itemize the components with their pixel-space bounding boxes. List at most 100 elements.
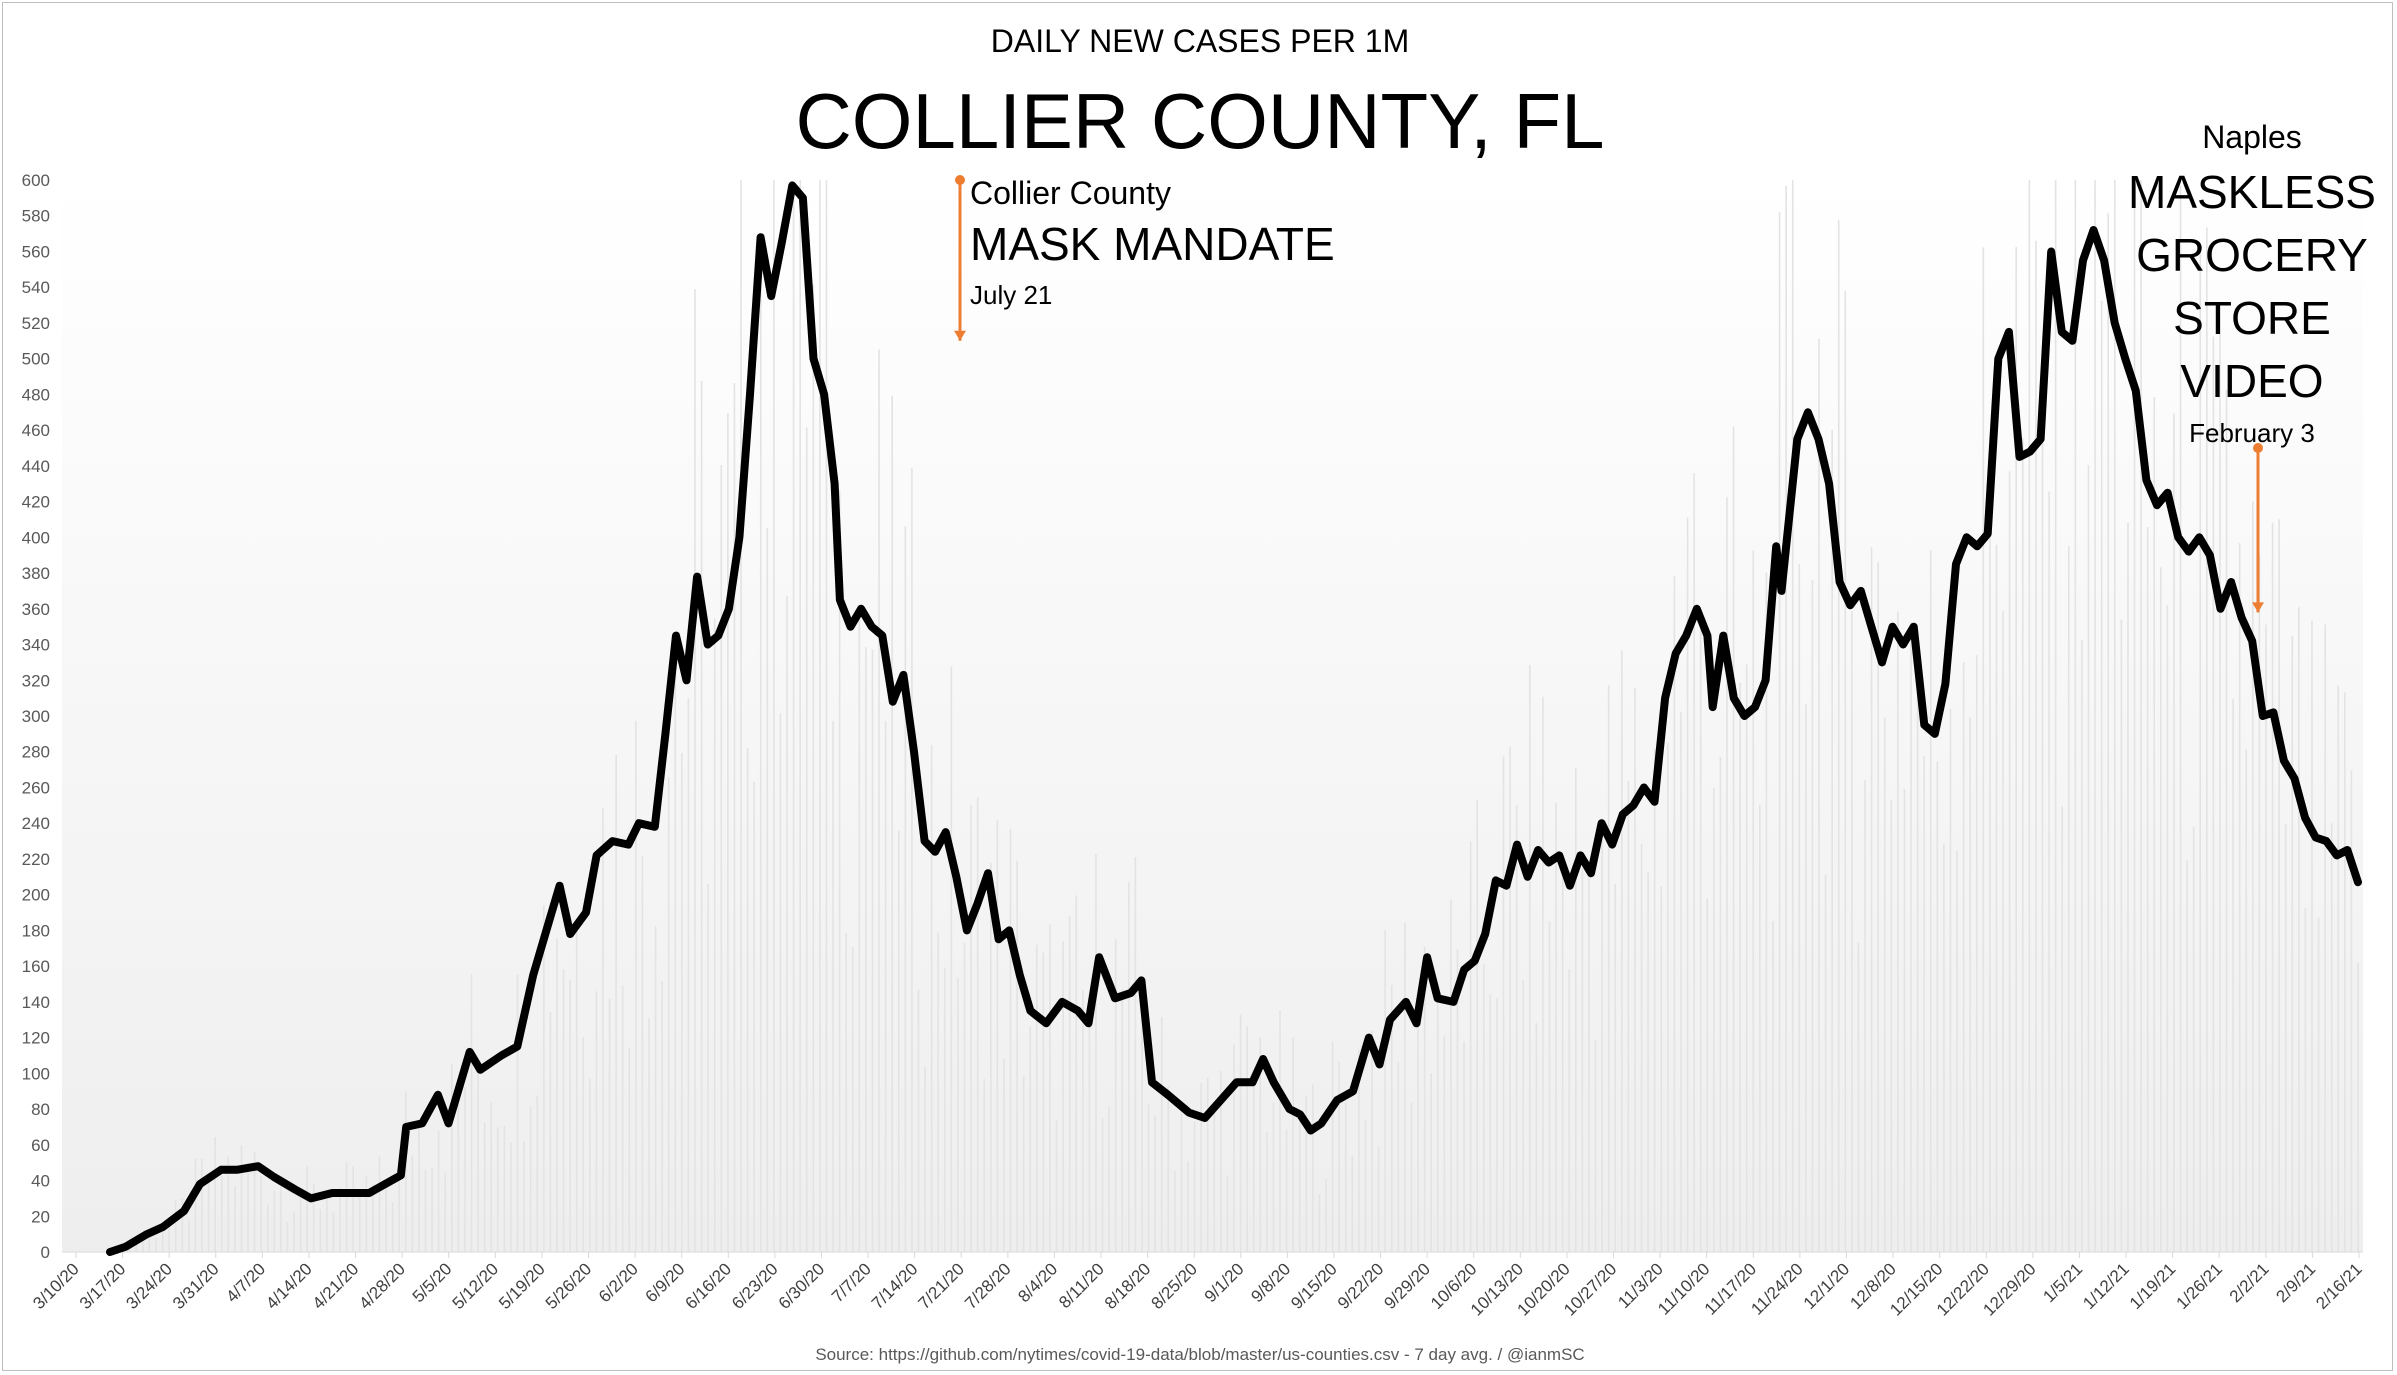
daily-bar bbox=[1108, 1106, 1110, 1252]
daily-bar bbox=[2238, 543, 2241, 1252]
daily-bar bbox=[1022, 1076, 1025, 1252]
chart-title: COLLIER COUNTY, FL bbox=[795, 77, 1604, 165]
daily-bar bbox=[148, 1230, 151, 1252]
daily-bar bbox=[1732, 426, 1735, 1253]
daily-bar bbox=[1338, 1061, 1340, 1252]
daily-bar bbox=[549, 1012, 552, 1252]
daily-bar bbox=[1285, 1129, 1288, 1252]
daily-bar bbox=[227, 1156, 230, 1252]
daily-bar bbox=[812, 284, 815, 1253]
daily-bar bbox=[707, 883, 709, 1252]
daily-bar bbox=[1949, 708, 1952, 1252]
daily-bar bbox=[1331, 1041, 1334, 1252]
daily-bar bbox=[273, 1191, 276, 1252]
daily-bar bbox=[976, 797, 979, 1252]
daily-bar bbox=[963, 942, 966, 1252]
daily-bar bbox=[201, 1158, 203, 1252]
daily-bar bbox=[950, 666, 953, 1252]
daily-bar bbox=[431, 1167, 433, 1252]
daily-bar bbox=[1160, 1017, 1163, 1252]
daily-bar bbox=[805, 427, 808, 1252]
daily-bar bbox=[365, 1175, 368, 1252]
daily-bar bbox=[1423, 946, 1426, 1252]
daily-bar bbox=[667, 777, 670, 1252]
y-tick-label: 460 bbox=[22, 421, 50, 440]
daily-bar bbox=[1174, 1171, 1176, 1252]
x-axis: 3/10/203/17/203/24/203/31/20 4/7/204/14/2… bbox=[29, 1252, 2366, 1320]
x-tick-label: 9/29/20 bbox=[1380, 1259, 1434, 1313]
daily-bar bbox=[825, 180, 828, 1252]
annotation-text: GROCERY bbox=[2136, 229, 2368, 281]
y-tick-label: 200 bbox=[22, 886, 50, 905]
daily-bar bbox=[2120, 619, 2123, 1252]
daily-bar bbox=[464, 1087, 466, 1252]
daily-bar bbox=[1436, 992, 1439, 1252]
daily-bar bbox=[582, 1036, 585, 1252]
daily-bar bbox=[352, 1165, 355, 1252]
daily-bar bbox=[1430, 1073, 1432, 1252]
y-tick-label: 440 bbox=[22, 457, 50, 476]
daily-bar bbox=[280, 1181, 282, 1252]
daily-bar bbox=[1706, 898, 1709, 1252]
x-tick-label: 6/30/20 bbox=[775, 1259, 829, 1313]
daily-bar bbox=[2350, 770, 2353, 1252]
daily-bar bbox=[792, 189, 795, 1253]
daily-bar bbox=[247, 1162, 249, 1252]
daily-bar bbox=[819, 180, 821, 1252]
daily-bar bbox=[871, 649, 874, 1252]
daily-bar bbox=[1759, 804, 1761, 1252]
daily-bar bbox=[1739, 682, 1741, 1252]
y-tick-label: 300 bbox=[22, 707, 50, 726]
daily-bar bbox=[681, 752, 683, 1252]
daily-bar bbox=[865, 647, 867, 1252]
daily-bar bbox=[2074, 180, 2077, 1252]
daily-bar bbox=[1088, 1022, 1091, 1252]
daily-bar bbox=[1364, 1120, 1367, 1252]
daily-bar bbox=[1956, 850, 1958, 1252]
y-tick-label: 580 bbox=[22, 207, 50, 226]
daily-bar bbox=[562, 969, 565, 1252]
daily-bar bbox=[214, 1137, 216, 1252]
daily-bar bbox=[1515, 805, 1518, 1252]
x-tick-label: 5/26/20 bbox=[542, 1259, 596, 1313]
daily-bar bbox=[2160, 567, 2162, 1252]
daily-bar bbox=[332, 1212, 335, 1252]
daily-bars bbox=[115, 180, 2359, 1253]
daily-bar bbox=[851, 947, 854, 1252]
daily-bar bbox=[2206, 227, 2208, 1253]
daily-bar bbox=[1528, 665, 1531, 1252]
daily-bar bbox=[674, 652, 677, 1252]
daily-bar bbox=[293, 1212, 295, 1252]
daily-bar bbox=[661, 981, 663, 1252]
daily-bar bbox=[1778, 212, 1781, 1253]
daily-bar bbox=[1575, 768, 1577, 1252]
daily-bar bbox=[299, 1197, 302, 1252]
x-tick-label: 7/14/20 bbox=[868, 1259, 922, 1313]
daily-bar bbox=[2028, 180, 2031, 1252]
daily-bar bbox=[2344, 692, 2346, 1252]
daily-bar bbox=[2133, 180, 2136, 1252]
daily-bar bbox=[181, 1198, 184, 1252]
daily-bar bbox=[1134, 856, 1137, 1252]
daily-bar bbox=[2140, 180, 2142, 1252]
daily-bar bbox=[1095, 854, 1097, 1252]
daily-bar bbox=[2153, 397, 2156, 1252]
daily-bar bbox=[1351, 1155, 1354, 1252]
y-tick-label: 120 bbox=[22, 1029, 50, 1048]
daily-bar bbox=[1673, 575, 1676, 1252]
daily-bar bbox=[1062, 941, 1064, 1252]
daily-bar bbox=[1726, 497, 1728, 1252]
annotation-text: Naples bbox=[2202, 119, 2302, 155]
daily-bar bbox=[1824, 874, 1827, 1252]
daily-bar bbox=[779, 713, 782, 1252]
daily-bar bbox=[2035, 240, 2037, 1253]
daily-bar bbox=[1298, 1119, 1301, 1252]
y-tick-label: 480 bbox=[22, 385, 50, 404]
daily-bar bbox=[1614, 883, 1617, 1252]
annotation-text: MASK MANDATE bbox=[970, 218, 1335, 270]
daily-bar bbox=[490, 1102, 493, 1252]
daily-bar bbox=[2094, 180, 2096, 1252]
daily-bar bbox=[943, 967, 946, 1252]
